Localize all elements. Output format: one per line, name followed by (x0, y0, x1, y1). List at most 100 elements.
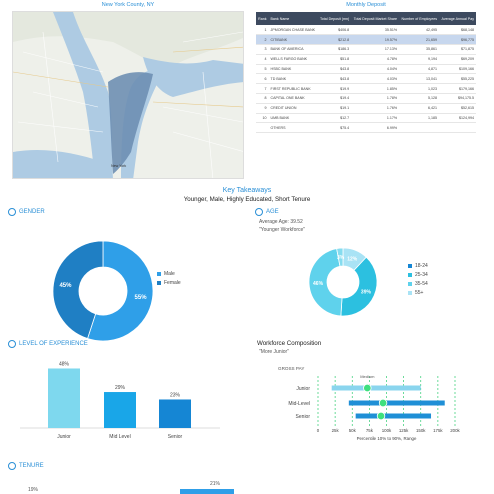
column-header[interactable]: Number of Employees (399, 12, 440, 25)
table-cell: $55,225 (439, 73, 476, 85)
tenure-value-b: 21% (210, 481, 221, 487)
column-header[interactable]: Average Annual Pay (439, 12, 476, 25)
table-cell: 6.99% (351, 122, 400, 134)
person-icon (8, 462, 16, 470)
slice-35-54[interactable] (308, 248, 343, 317)
table-cell: 1.85% (351, 83, 400, 95)
slice-25-34[interactable] (340, 256, 378, 317)
table-row[interactable]: 7 FIRST REPUBLIC BANK $19.9 1.85% 1,023 $179,… (256, 83, 476, 95)
tenure-value-a: 19% (28, 487, 39, 493)
age-average: Average Age: 39.52 (259, 219, 303, 225)
column-header[interactable]: Bank Name (268, 12, 318, 25)
table-cell: 13,041 (399, 73, 440, 85)
table-row[interactable]: OTHERS $75.4 6.99% (256, 122, 476, 134)
age-legend: 18-24 25-34 35-54 55+ (408, 261, 428, 297)
tick-label: 75k (366, 428, 374, 433)
table-cell: 2 (256, 34, 269, 46)
tenure-bar (180, 489, 234, 494)
people-icon (8, 340, 16, 348)
tick-label: 25k (332, 428, 340, 433)
legend-female-swatch (157, 280, 161, 285)
tick-label: 125k (399, 428, 409, 433)
gross-pay-range-chart: 0 25k 50k 75k 100k 125k 150k 175k 200k Medium Juni… (288, 374, 460, 441)
table-cell: 42,495 (399, 25, 440, 36)
table-cell: CAPITAL ONE BANK (268, 93, 318, 104)
table-cell: $406.8 (317, 25, 352, 36)
range-bar[interactable] (331, 385, 421, 391)
table-cell: $51.8 (317, 54, 352, 65)
table-cell: TD BANK (268, 73, 318, 85)
table-cell: $94,175.5 (439, 93, 476, 104)
slice-55-[interactable] (336, 247, 344, 267)
table-cell: 1.76% (351, 103, 400, 114)
table-cell: $19.4 (317, 93, 352, 104)
table-cell: 4.03% (351, 73, 400, 85)
legend-male-swatch (157, 271, 161, 276)
table-row[interactable]: 2 CITIBANK $212.8 19.57% 21,659 $96,775 (256, 34, 476, 46)
table-row[interactable]: 3 BANK OF AMERICA $186.3 17.13% 35,861 $71,87… (256, 44, 476, 55)
tick-label: 100k (382, 428, 392, 433)
legend-male: Male (157, 269, 181, 278)
table-row[interactable]: 4 WELLS FARGO BANK $51.8 4.78% 9,194 $69,209 (256, 54, 476, 65)
legend-35-54-label: 35-54 (415, 280, 428, 287)
slice-label: 45% (59, 283, 72, 289)
age-heading: AGE (255, 208, 279, 216)
table-cell: 10 (256, 113, 269, 124)
map-label-manhattan: New York (111, 164, 127, 168)
takeaways-title: Key Takeaways (222, 187, 272, 194)
median-marker[interactable] (378, 398, 388, 408)
map-title: New York County, NY (101, 2, 155, 8)
table-row[interactable]: 9 CREDIT UNION $19.1 1.76% 6,421 $52,615 (256, 103, 476, 114)
bar-junior[interactable] (48, 368, 80, 428)
table-cell (256, 122, 269, 134)
takeaways-subtitle: Younger, Male, Highly Educated, Short Te… (183, 196, 311, 203)
legend-25-34-swatch (408, 272, 412, 277)
column-header[interactable]: Total Deposit Market Share (351, 12, 400, 25)
tick-label: 200k (450, 428, 460, 433)
table-row[interactable]: 8 CAPITAL ONE BANK $19.4 1.78% 5,128 $94,175.… (256, 93, 476, 104)
median-marker[interactable] (363, 383, 372, 393)
person-icon (8, 208, 16, 216)
table-cell: JPMORGAN CHASE BANK (268, 25, 318, 36)
range-bar[interactable] (355, 413, 432, 419)
table-row[interactable]: 1 JPMORGAN CHASE BANK $406.8 35.51% 42,495 $6… (256, 25, 476, 36)
slice-male[interactable] (87, 240, 154, 342)
table-cell: $96,775 (439, 34, 476, 46)
bar-mid-level[interactable] (104, 392, 136, 428)
slice-label: 46% (313, 281, 324, 287)
legend-female-label: Female (164, 279, 181, 286)
table-cell: 35.51% (351, 25, 400, 36)
bar-category-label: Junior (57, 434, 71, 440)
table-cell: $43.8 (317, 73, 352, 85)
table-cell: 35,861 (399, 44, 440, 55)
column-header[interactable]: Total Deposit (mn) (317, 12, 352, 25)
slice-female[interactable] (52, 240, 104, 340)
experience-heading: LEVEL OF EXPERIENCE (8, 340, 88, 348)
table-cell: 7 (256, 83, 269, 95)
table-cell: $71,875 (439, 44, 476, 55)
county-map[interactable]: New York (12, 11, 244, 179)
slice-label: 39% (361, 290, 372, 296)
column-header[interactable]: Rank (256, 12, 269, 25)
table-cell: 19.57% (351, 34, 400, 46)
table-row[interactable]: 6 TD BANK $43.8 4.03% 13,041 $55,225 (256, 73, 476, 85)
legend-55-plus: 55+ (408, 288, 428, 297)
median-marker[interactable] (376, 411, 386, 421)
table-cell: UMB BANK (268, 113, 318, 124)
table-cell (439, 122, 476, 134)
table-cell: CITIBANK (268, 34, 318, 46)
tick-label: 150k (416, 428, 426, 433)
table-row[interactable]: 5 HSBC BANK $43.8 4.04% 4,871 $109,166 (256, 64, 476, 75)
legend-35-54: 35-54 (408, 279, 428, 288)
legend-male-label: Male (164, 270, 175, 277)
gender-donut-chart: 55% 45% (52, 240, 154, 342)
table-cell: 17.13% (351, 44, 400, 55)
table-cell: $69,209 (439, 54, 476, 65)
range-bar[interactable] (348, 400, 445, 406)
table-cell: 5,128 (399, 93, 440, 104)
table-cell: 9 (256, 103, 269, 114)
bar-senior[interactable] (159, 399, 191, 428)
table-row[interactable]: 10 UMB BANK $12.7 1.17% 1,185 $124,994 (256, 113, 476, 124)
row-label: Mid-Level (288, 401, 310, 407)
bar-value-label: 23% (170, 392, 181, 398)
